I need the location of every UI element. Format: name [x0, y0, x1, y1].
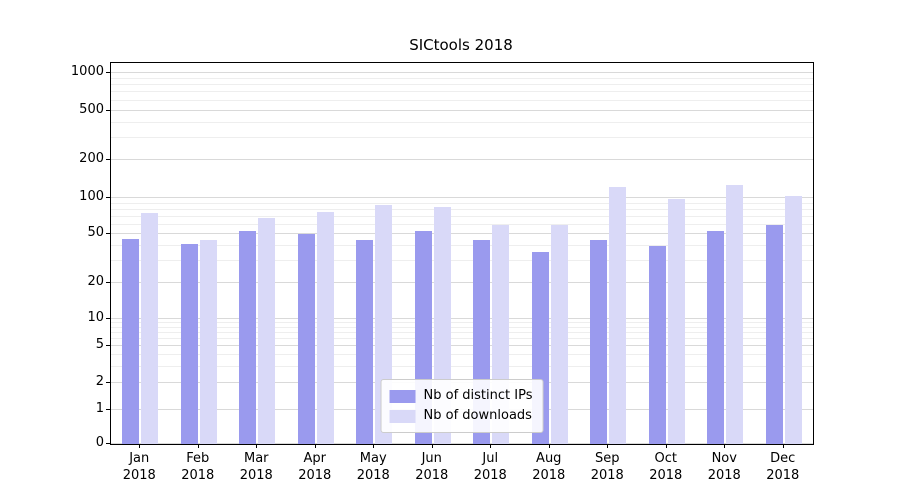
y-tick-label: 0: [95, 435, 104, 450]
x-tick-label: Jul 2018: [473, 451, 507, 483]
bar-downloads: [316, 212, 334, 444]
major-gridline: [111, 318, 813, 320]
x-tick-label: May 2018: [356, 451, 390, 483]
minor-gridline: [111, 338, 813, 340]
major-gridline: [111, 71, 813, 73]
y-tick-label: 2: [95, 373, 104, 389]
x-tick-label: Nov 2018: [707, 451, 741, 483]
bar-downloads: [550, 224, 568, 444]
minor-gridline: [111, 245, 813, 247]
y-tick-label: 20: [87, 273, 104, 289]
minor-gridline: [111, 365, 813, 367]
x-tick-label: Apr 2018: [298, 451, 332, 483]
y-tick-label: 100: [79, 189, 104, 205]
minor-gridline: [111, 77, 813, 79]
bar-downloads: [199, 240, 217, 444]
minor-gridline: [111, 322, 813, 324]
minor-gridline: [111, 202, 813, 204]
bar-distinct-ips: [707, 231, 725, 444]
major-gridline: [111, 197, 813, 199]
legend: Nb of distinct IPs Nb of downloads: [380, 379, 544, 433]
plot-area: Nb of distinct IPs Nb of downloads: [110, 62, 814, 445]
bar-distinct-ips: [122, 238, 140, 444]
bar-downloads: [141, 213, 159, 444]
bar-distinct-ips: [590, 240, 608, 444]
minor-gridline: [111, 91, 813, 93]
bar-downloads: [609, 187, 627, 444]
y-axis-tick-labels: 0 1 2 5 10 20 50 100 200 500 1000: [0, 62, 104, 450]
y-tick-label: 1: [95, 401, 104, 417]
minor-gridline: [111, 215, 813, 217]
bar-downloads: [726, 184, 744, 444]
y-tick-label: 200: [79, 151, 104, 167]
bar-distinct-ips: [297, 234, 315, 444]
legend-item-downloads: Nb of downloads: [389, 406, 533, 426]
major-gridline: [111, 443, 813, 444]
bar-distinct-ips: [180, 243, 198, 444]
x-tick-label: Aug 2018: [532, 451, 566, 483]
y-tick-label: 1000: [70, 63, 104, 79]
bar-distinct-ips: [356, 240, 374, 444]
legend-swatch-downloads: [389, 409, 416, 423]
minor-gridline: [111, 99, 813, 101]
minor-gridline: [111, 260, 813, 262]
legend-swatch-distinct-ips: [389, 389, 416, 403]
major-gridline: [111, 159, 813, 161]
x-axis-tick-labels: Jan 2018 Feb 2018 Mar 2018 Apr 2018 May 2018 Jun 20…: [110, 450, 812, 490]
legend-item-distinct-ips: Nb of distinct IPs: [389, 386, 533, 406]
x-tick-label: Oct 2018: [649, 451, 683, 483]
x-tick-label: Feb 2018: [181, 451, 215, 483]
y-tick-label: 500: [79, 101, 104, 117]
minor-gridline: [111, 354, 813, 356]
minor-gridline: [111, 121, 813, 123]
major-gridline: [111, 345, 813, 347]
legend-label-distinct-ips: Nb of distinct IPs: [423, 388, 533, 403]
minor-gridline: [111, 137, 813, 139]
y-tick-label: 10: [87, 310, 104, 326]
bar-downloads: [258, 218, 276, 444]
minor-gridline: [111, 208, 813, 210]
minor-gridline: [111, 332, 813, 334]
minor-gridline: [111, 326, 813, 328]
major-gridline: [111, 109, 813, 111]
bar-distinct-ips: [239, 231, 257, 444]
minor-gridline: [111, 223, 813, 225]
major-gridline: [111, 233, 813, 235]
y-tick-label: 50: [87, 225, 104, 241]
x-tick-label: Sep 2018: [590, 451, 624, 483]
minor-gridline: [111, 84, 813, 86]
x-tick-label: Mar 2018: [239, 451, 273, 483]
chart-title: SICtools 2018: [409, 36, 513, 54]
major-gridline: [111, 281, 813, 283]
y-tick-label: 5: [95, 337, 104, 353]
x-tick-label: Jan 2018: [122, 451, 156, 483]
bar-downloads: [784, 195, 802, 444]
bar-distinct-ips: [765, 224, 783, 444]
bar-downloads: [667, 198, 685, 444]
x-tick-label: Dec 2018: [766, 451, 800, 483]
legend-label-downloads: Nb of downloads: [423, 408, 532, 423]
bar-distinct-ips: [648, 246, 666, 444]
x-tick-label: Jun 2018: [415, 451, 449, 483]
